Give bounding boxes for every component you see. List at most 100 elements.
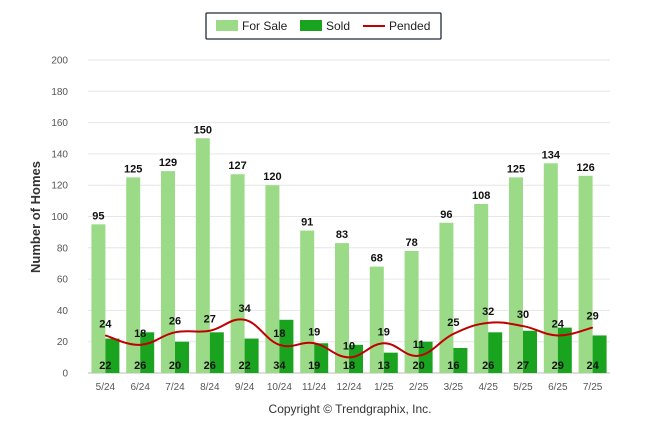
data-label-sold: 16	[447, 360, 459, 372]
pended-point	[452, 333, 454, 335]
x-tick-label: 7/24	[165, 382, 185, 393]
bar-sold	[488, 332, 503, 373]
legend-box	[205, 12, 442, 40]
data-label-pended: 19	[378, 326, 390, 338]
data-label-sold: 26	[204, 360, 216, 372]
x-axis-ticks: 5/24 6/24 7/24 8/24 9/24 10/24 11/24 12/24 1/25 2…	[96, 382, 603, 393]
x-tick-label: 6/24	[130, 382, 150, 393]
data-label-sold: 27	[517, 360, 529, 372]
data-label-for-sale: 127	[228, 160, 246, 172]
x-tick-label: 10/24	[267, 382, 292, 393]
data-label-sold: 26	[134, 360, 146, 372]
bar-sold	[244, 338, 259, 373]
y-tick-label: 180	[51, 87, 68, 98]
x-tick-label: 9/24	[235, 382, 255, 393]
bar-for-sale	[578, 175, 593, 373]
x-tick-label: 11/24	[302, 382, 327, 393]
data-label-pended: 24	[99, 318, 112, 330]
data-label-for-sale: 134	[542, 149, 561, 161]
data-label-pended: 24	[552, 318, 565, 330]
bar-for-sale	[369, 266, 384, 373]
y-axis-label: Number of Homes	[28, 161, 43, 273]
data-label-for-sale: 125	[124, 163, 142, 175]
x-tick-label: 6/25	[548, 382, 568, 393]
bar-for-sale	[126, 177, 141, 373]
data-label-for-sale: 150	[194, 124, 212, 136]
bar-sold	[209, 332, 224, 373]
data-label-for-sale: 83	[336, 229, 348, 241]
bar-for-sale	[439, 222, 454, 373]
data-label-sold: 22	[99, 360, 111, 372]
bar-sold	[557, 327, 572, 373]
x-tick-label: 3/25	[444, 382, 464, 393]
pended-point	[313, 342, 315, 344]
x-tick-label: 1/25	[374, 382, 394, 393]
data-label-sold: 24	[586, 360, 599, 372]
bar-sold	[383, 352, 398, 373]
bar-for-sale	[509, 177, 523, 373]
data-label-for-sale: 129	[159, 157, 177, 169]
data-label-pended: 30	[517, 309, 529, 321]
pended-point	[104, 334, 106, 336]
legend-label-sold: Sold	[326, 19, 350, 33]
data-label-pended: 10	[343, 340, 355, 352]
x-tick-label: 8/24	[200, 382, 220, 393]
data-label-sold: 20	[412, 360, 424, 372]
pended-point	[522, 325, 524, 327]
data-label-sold: 34	[273, 360, 286, 372]
bar-sold	[105, 338, 120, 373]
data-label-pended: 29	[586, 311, 598, 323]
pended-point	[383, 342, 385, 344]
data-label-sold: 22	[238, 360, 250, 372]
bar-for-sale	[335, 243, 349, 373]
pended-point	[348, 356, 350, 358]
data-label-sold: 18	[343, 360, 355, 372]
data-label-for-sale: 95	[92, 210, 104, 222]
legend-label-for-sale: For Sale	[242, 19, 288, 33]
data-label-for-sale: 108	[472, 190, 490, 202]
data-label-sold: 29	[552, 360, 564, 372]
data-label-for-sale: 96	[440, 209, 452, 221]
data-label-pended: 11	[413, 339, 425, 351]
pended-point	[592, 327, 594, 329]
x-tick-label: 5/24	[96, 382, 116, 393]
data-label-sold: 13	[378, 360, 390, 372]
bar-for-sale	[265, 185, 280, 373]
data-label-for-sale: 91	[301, 217, 313, 229]
bar-sold	[592, 335, 607, 373]
data-label-pended: 18	[273, 328, 285, 340]
data-label-pended: 19	[308, 326, 320, 338]
legend-label-pended: Pended	[389, 19, 430, 33]
data-label-for-sale: 126	[576, 162, 594, 174]
y-tick-label: 140	[51, 149, 68, 160]
bars	[91, 138, 607, 373]
pended-point	[139, 344, 141, 346]
legend-swatch-sold	[300, 20, 322, 31]
data-label-sold: 20	[169, 360, 181, 372]
x-tick-label: 12/24	[336, 382, 361, 393]
bar-for-sale	[230, 174, 245, 373]
bar-sold	[523, 330, 537, 373]
legend-swatch-for-sale	[216, 20, 238, 31]
bar-for-sale	[404, 250, 419, 373]
y-axis-ticks: 0 20 40 60 80 100 120 140 160 180 200	[51, 56, 68, 380]
bar-sold	[349, 344, 363, 373]
pended-point	[557, 334, 559, 336]
data-labels: 95 22 125 26 129 20 150 26 127 22 120 34 91 19 83 18 68 1…	[92, 124, 599, 372]
pended-point	[418, 355, 420, 357]
bar-for-sale	[543, 163, 558, 373]
x-tick-label: 2/25	[409, 382, 429, 393]
y-tick-label: 60	[57, 275, 69, 286]
y-tick-label: 100	[51, 212, 68, 223]
legend: For Sale Sold Pended	[205, 12, 442, 40]
data-label-pended: 34	[238, 303, 251, 315]
data-label-pended: 26	[169, 315, 181, 327]
y-tick-label: 0	[62, 369, 68, 380]
bar-sold	[175, 341, 189, 373]
data-label-for-sale: 68	[371, 253, 383, 265]
y-tick-label: 20	[57, 337, 69, 348]
pended-point	[209, 330, 211, 332]
data-label-pended: 27	[204, 314, 216, 326]
y-tick-label: 40	[57, 306, 69, 317]
